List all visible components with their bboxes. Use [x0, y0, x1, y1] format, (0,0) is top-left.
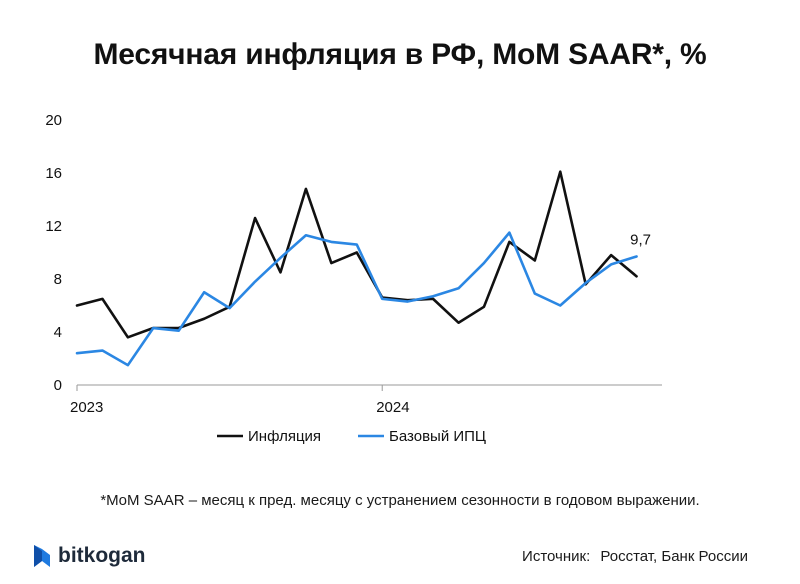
x-tick-label: 2024	[376, 399, 409, 416]
annotation-layer: 9,7	[630, 231, 651, 248]
y-tick-label: 4	[54, 324, 62, 341]
source-note: Источник: Росстат, Банк России	[522, 548, 748, 565]
source-label: Источник:	[522, 548, 591, 565]
y-tick-label: 8	[54, 271, 62, 288]
legend-label-inflation: Инфляция	[248, 428, 321, 445]
source-value: Росстат, Банк России	[600, 548, 748, 565]
y-tick-label: 0	[54, 377, 62, 394]
y-tick-label: 16	[45, 165, 62, 182]
legend: Инфляция Базовый ИПЦ	[217, 428, 486, 445]
footnote: *MoM SAAR – месяц к пред. месяцу с устра…	[100, 492, 700, 509]
series-layer	[75, 170, 638, 367]
y-tick-label: 20	[45, 112, 62, 129]
chart-title: Месячная инфляция в РФ, MoM SAAR*, %	[93, 38, 707, 71]
data-label: 9,7	[630, 231, 651, 248]
y-tick-label: 12	[45, 218, 62, 235]
brand-name: bitkogan	[58, 544, 146, 567]
brand-logo: bitkogan	[32, 542, 146, 570]
bitkogan-logo-icon	[34, 545, 50, 567]
x-tick-label: 2023	[70, 399, 103, 416]
legend-label-core-cpi: Базовый ИПЦ	[389, 428, 486, 445]
series-line-inflation	[75, 170, 638, 339]
x-axis: 2023 2024	[70, 385, 410, 416]
series-line-core-cpi	[75, 231, 638, 367]
y-axis: 0 4 8 12 16 20	[45, 112, 62, 394]
